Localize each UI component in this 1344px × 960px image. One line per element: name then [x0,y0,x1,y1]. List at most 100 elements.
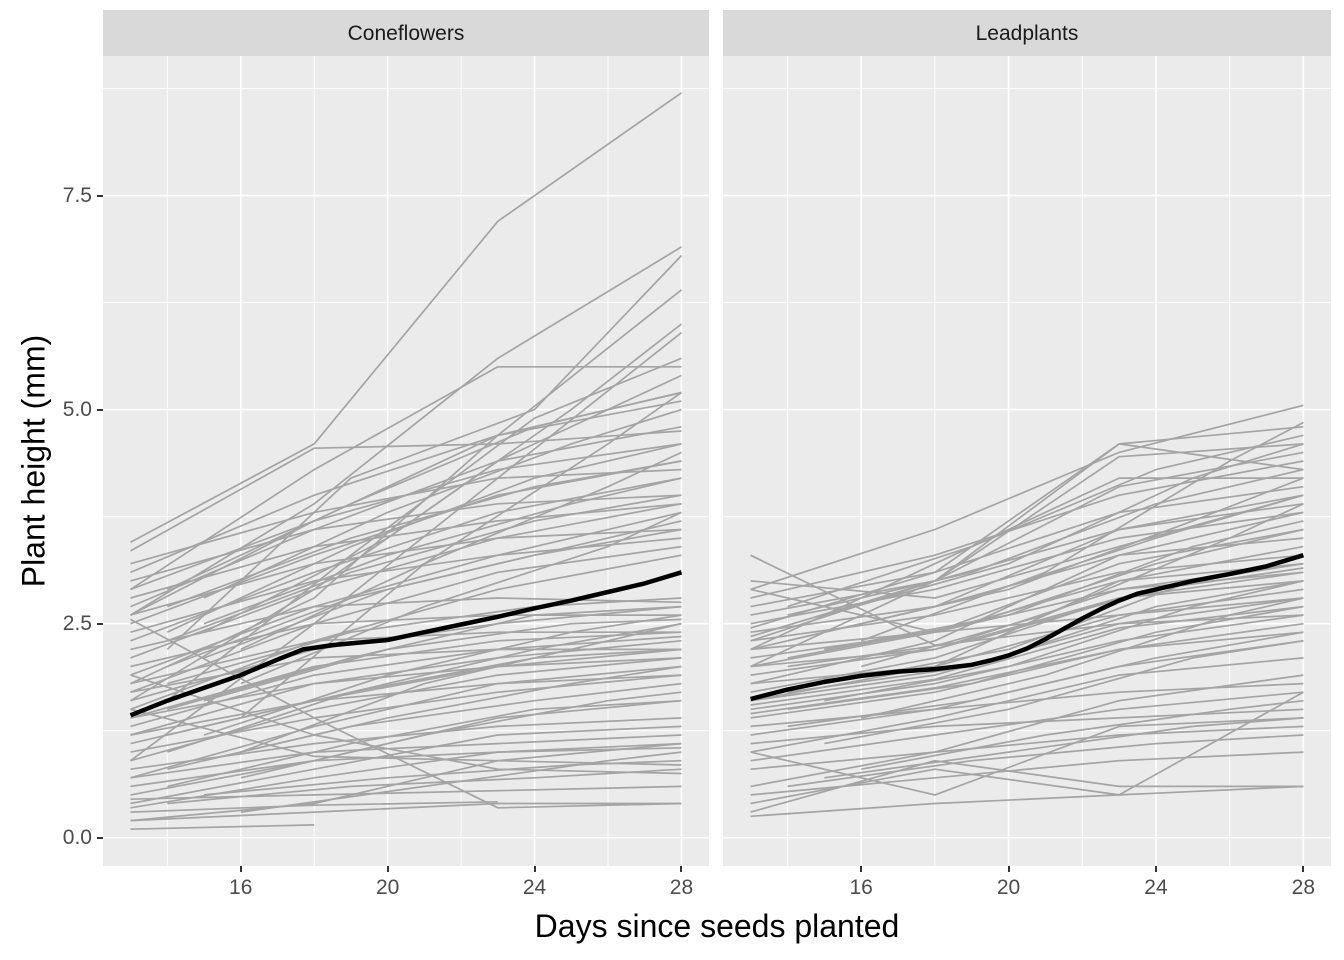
plant-height-line [167,768,682,805]
plant-height-line [824,477,1304,634]
plant-height-line [750,451,1304,638]
plant-height-line [860,421,1304,642]
plant-height-line [203,759,682,796]
plant-height-line [240,391,682,719]
plant-height-line [167,605,682,711]
plant-height-line [130,802,682,822]
facet-strip-coneflowers: Coneflowers [103,10,709,56]
plant-height-line [787,580,1304,694]
plant-height-line [167,699,682,788]
plant-height-line [750,622,1304,719]
y-tick-label: 7.5 [62,183,92,207]
plant-height-line [240,451,682,651]
plant-height-line [203,665,682,762]
plant-height-line [130,800,498,813]
plant-height-line [130,365,682,591]
plant-height-line [787,734,1304,788]
plant-height-line [130,734,682,779]
plant-height-line [167,622,682,753]
plant-height-line [750,725,1304,771]
plant-height-line [129,331,683,762]
plant-height-line [130,785,682,801]
plant-height-line [203,408,682,599]
plant-height-line [750,404,1304,591]
plant-height-line [130,92,682,544]
plant-height-line [130,746,682,809]
facet-strip-label: Coneflowers [347,21,465,45]
plant-height-line [750,657,1304,753]
x-tick-mark [533,866,536,872]
plant-height-line [824,717,1304,779]
mean-height-line [129,570,683,718]
plant-height-line [166,357,682,702]
plant-height-line [861,597,1304,719]
x-tick-mark [1154,866,1157,872]
plant-height-line [130,725,682,805]
plant-height-line [860,503,1304,668]
plant-height-line [166,254,683,651]
plant-height-line [240,751,682,813]
plant-height-line [750,443,1304,642]
plant-height-line [750,425,1304,629]
plant-height-line [824,639,1304,745]
plant-height-line [130,708,682,766]
y-tick-label: 5.0 [62,397,92,421]
x-tick-mark [386,866,389,872]
plant-height-line [750,545,1304,702]
x-tick-label: 28 [1291,876,1316,899]
plant-height-line [240,691,682,779]
y-axis-title: Plant height (mm) [15,334,52,588]
panel-background [103,56,709,866]
x-tick-label: 20 [996,876,1021,899]
plant-height-line [824,520,1304,651]
plant-height-line [130,597,682,651]
plant-height-line [130,391,682,616]
plant-height-line [130,648,682,745]
plant-height-line [861,699,1304,771]
plant-height-line [203,477,682,625]
plant-height-line [750,571,1304,694]
plant-height-line [130,742,682,822]
x-tick-mark [1007,866,1010,872]
plant-height-line [750,511,1304,685]
plant-height-line [167,494,682,642]
x-tick-label: 20 [375,876,400,899]
y-tick-mark [97,194,103,197]
plant-height-line [130,824,315,831]
x-tick-label: 16 [849,876,873,899]
plant-height-line [130,246,682,616]
plant-height-line [750,631,1304,715]
plant-height-line [750,674,1304,788]
plant-height-line [824,580,1304,702]
x-axis-title: Days since seeds planted [534,908,900,944]
plant-height-line [750,614,1304,711]
plant-height-line [750,691,1304,762]
y-tick-mark [97,408,103,411]
plant-height-line [750,717,1304,796]
plant-height-line [787,434,1304,608]
x-tick-label: 16 [229,876,253,899]
y-tick-mark [97,836,103,839]
plant-height-line [750,605,1304,706]
facet-panel-coneflowers [103,56,709,866]
x-tick-label: 24 [1144,876,1168,899]
x-tick-mark [860,866,863,872]
plant-height-line [167,597,682,685]
x-tick-label: 24 [522,876,547,899]
plant-height-line [750,751,1304,796]
x-tick-mark [239,866,242,872]
y-tick-mark [97,622,103,625]
facet-panel-leadplants [723,56,1331,866]
plant-height-line [203,323,683,633]
plant-height-line [787,631,1304,728]
plant-height-line [130,502,682,599]
y-tick-label: 0.0 [62,825,92,849]
mean-height-line [750,553,1305,702]
plant-height-line [166,443,682,633]
plant-height-line [203,618,682,702]
x-tick-mark [680,866,683,872]
plant-height-line [750,443,1304,668]
facet-strip-leadplants: Leadplants [723,10,1331,56]
plant-height-line [750,785,1304,818]
